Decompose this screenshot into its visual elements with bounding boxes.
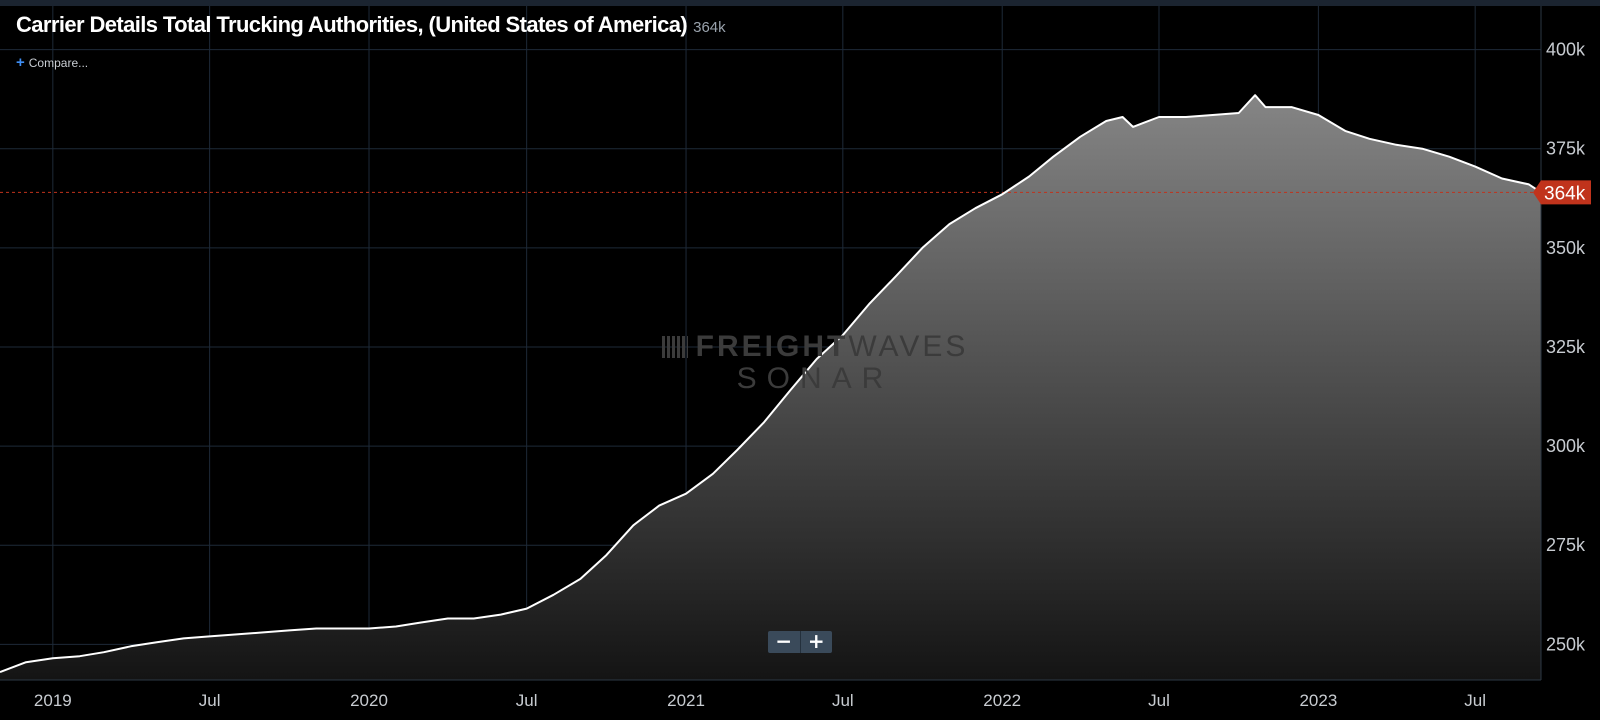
last-value-badge: 364k: [1533, 180, 1591, 205]
compare-label: Compare...: [28, 56, 89, 70]
y-axis-ticks: 250k 275k 300k 325k 350k 375k 400k: [1546, 40, 1586, 655]
zoom-controls: − +: [768, 631, 832, 653]
y-tick-label: 275k: [1546, 535, 1586, 555]
x-tick-label: 2019: [34, 691, 72, 710]
x-tick-label: 2023: [1299, 691, 1337, 710]
plus-icon: +: [16, 54, 25, 71]
x-tick-label: Jul: [832, 691, 854, 710]
y-tick-label: 350k: [1546, 238, 1586, 258]
x-tick-label: Jul: [199, 691, 221, 710]
x-axis-ticks: 2019 Jul 2020 Jul 2021 Jul 2022 Jul 2023 Jul: [34, 691, 1486, 710]
x-tick-label: Jul: [1464, 691, 1486, 710]
title-current-value: 364k: [693, 19, 726, 36]
compare-button[interactable]: + Compare...: [16, 54, 88, 71]
chart-title-text: Carrier Details Total Trucking Authoriti…: [16, 12, 688, 37]
series-area: [0, 95, 1541, 680]
x-tick-label: 2021: [667, 691, 705, 710]
y-tick-label: 375k: [1546, 139, 1586, 159]
y-tick-label: 250k: [1546, 634, 1586, 654]
x-tick-label: 2020: [350, 691, 388, 710]
zoom-in-button[interactable]: +: [799, 631, 833, 653]
zoom-out-button[interactable]: −: [775, 629, 793, 653]
last-value-label: 364k: [1544, 183, 1586, 204]
x-tick-label: 2022: [983, 691, 1021, 710]
y-tick-label: 325k: [1546, 337, 1586, 357]
series-line: [0, 94, 1542, 674]
y-tick-label: 300k: [1546, 436, 1586, 456]
x-tick-label: Jul: [516, 691, 538, 710]
last-value-badge-shape: [1533, 180, 1591, 205]
chart-title: Carrier Details Total Trucking Authoriti…: [16, 12, 726, 38]
y-tick-label: 400k: [1546, 40, 1586, 60]
x-tick-label: Jul: [1148, 691, 1170, 710]
top-bar: [0, 0, 1600, 6]
